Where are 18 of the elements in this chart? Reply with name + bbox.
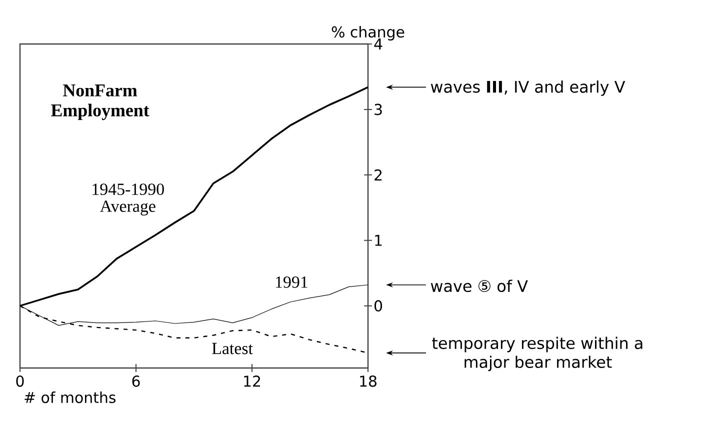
x-tick-label: 18 xyxy=(360,376,376,387)
x-tick-label: 0 xyxy=(16,376,24,387)
series-label: Latest xyxy=(212,342,253,354)
y-axis-title: % change xyxy=(332,26,404,40)
x-tick-label: 12 xyxy=(244,376,260,387)
series-label: 1945-1990 Average xyxy=(92,184,164,216)
text: waves III, IV and early V xyxy=(430,80,626,96)
y-tick-label: 0 xyxy=(374,300,382,312)
x-tick-label: 6 xyxy=(132,376,140,387)
text: wave ⑤ of V xyxy=(430,280,528,292)
text: NonFarm Employment xyxy=(51,84,150,120)
y-tick-label: 4 xyxy=(374,38,382,50)
x-axis-title: # of months xyxy=(24,392,116,404)
text: temporary respite within a major bear market xyxy=(432,336,642,372)
y-tick-label: 1 xyxy=(375,234,382,246)
y-tick-label: 3 xyxy=(374,104,382,116)
series-label: 1991 xyxy=(276,276,308,288)
y-tick-label: 2 xyxy=(374,169,382,180)
